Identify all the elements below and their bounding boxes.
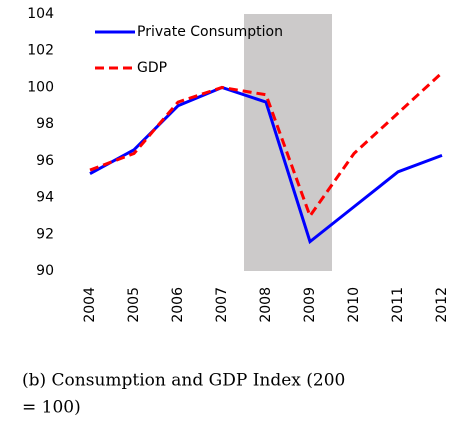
y-tick-label: 94 [36, 190, 54, 206]
y-tick-label: 102 [27, 43, 54, 59]
legend-label: Private Consumption [137, 24, 283, 40]
caption: (b) Consumption and GDP Index (200 [22, 371, 345, 391]
y-tick-label: 104 [27, 6, 54, 22]
legend-label: GDP [137, 60, 167, 76]
y-tick-label: 100 [27, 79, 54, 95]
y-tick-label: 90 [36, 263, 54, 279]
x-tick-label: 2012 [434, 287, 450, 323]
caption: = 100) [22, 398, 81, 418]
x-tick-label: 2004 [82, 287, 98, 323]
x-tick-label: 2006 [170, 287, 186, 323]
series-line [89, 71, 444, 220]
y-tick-label: 96 [36, 153, 54, 169]
y-tick-label: 98 [36, 116, 54, 132]
x-tick-label: 2011 [390, 287, 406, 323]
x-tick-label: 2005 [126, 287, 142, 323]
x-tick-label: 2009 [302, 287, 318, 323]
y-tick-label: 92 [36, 226, 54, 242]
x-tick-label: 2008 [258, 287, 274, 323]
x-tick-label: 2010 [346, 287, 362, 323]
shaded-region [244, 14, 332, 271]
x-tick-label: 2007 [214, 287, 230, 323]
